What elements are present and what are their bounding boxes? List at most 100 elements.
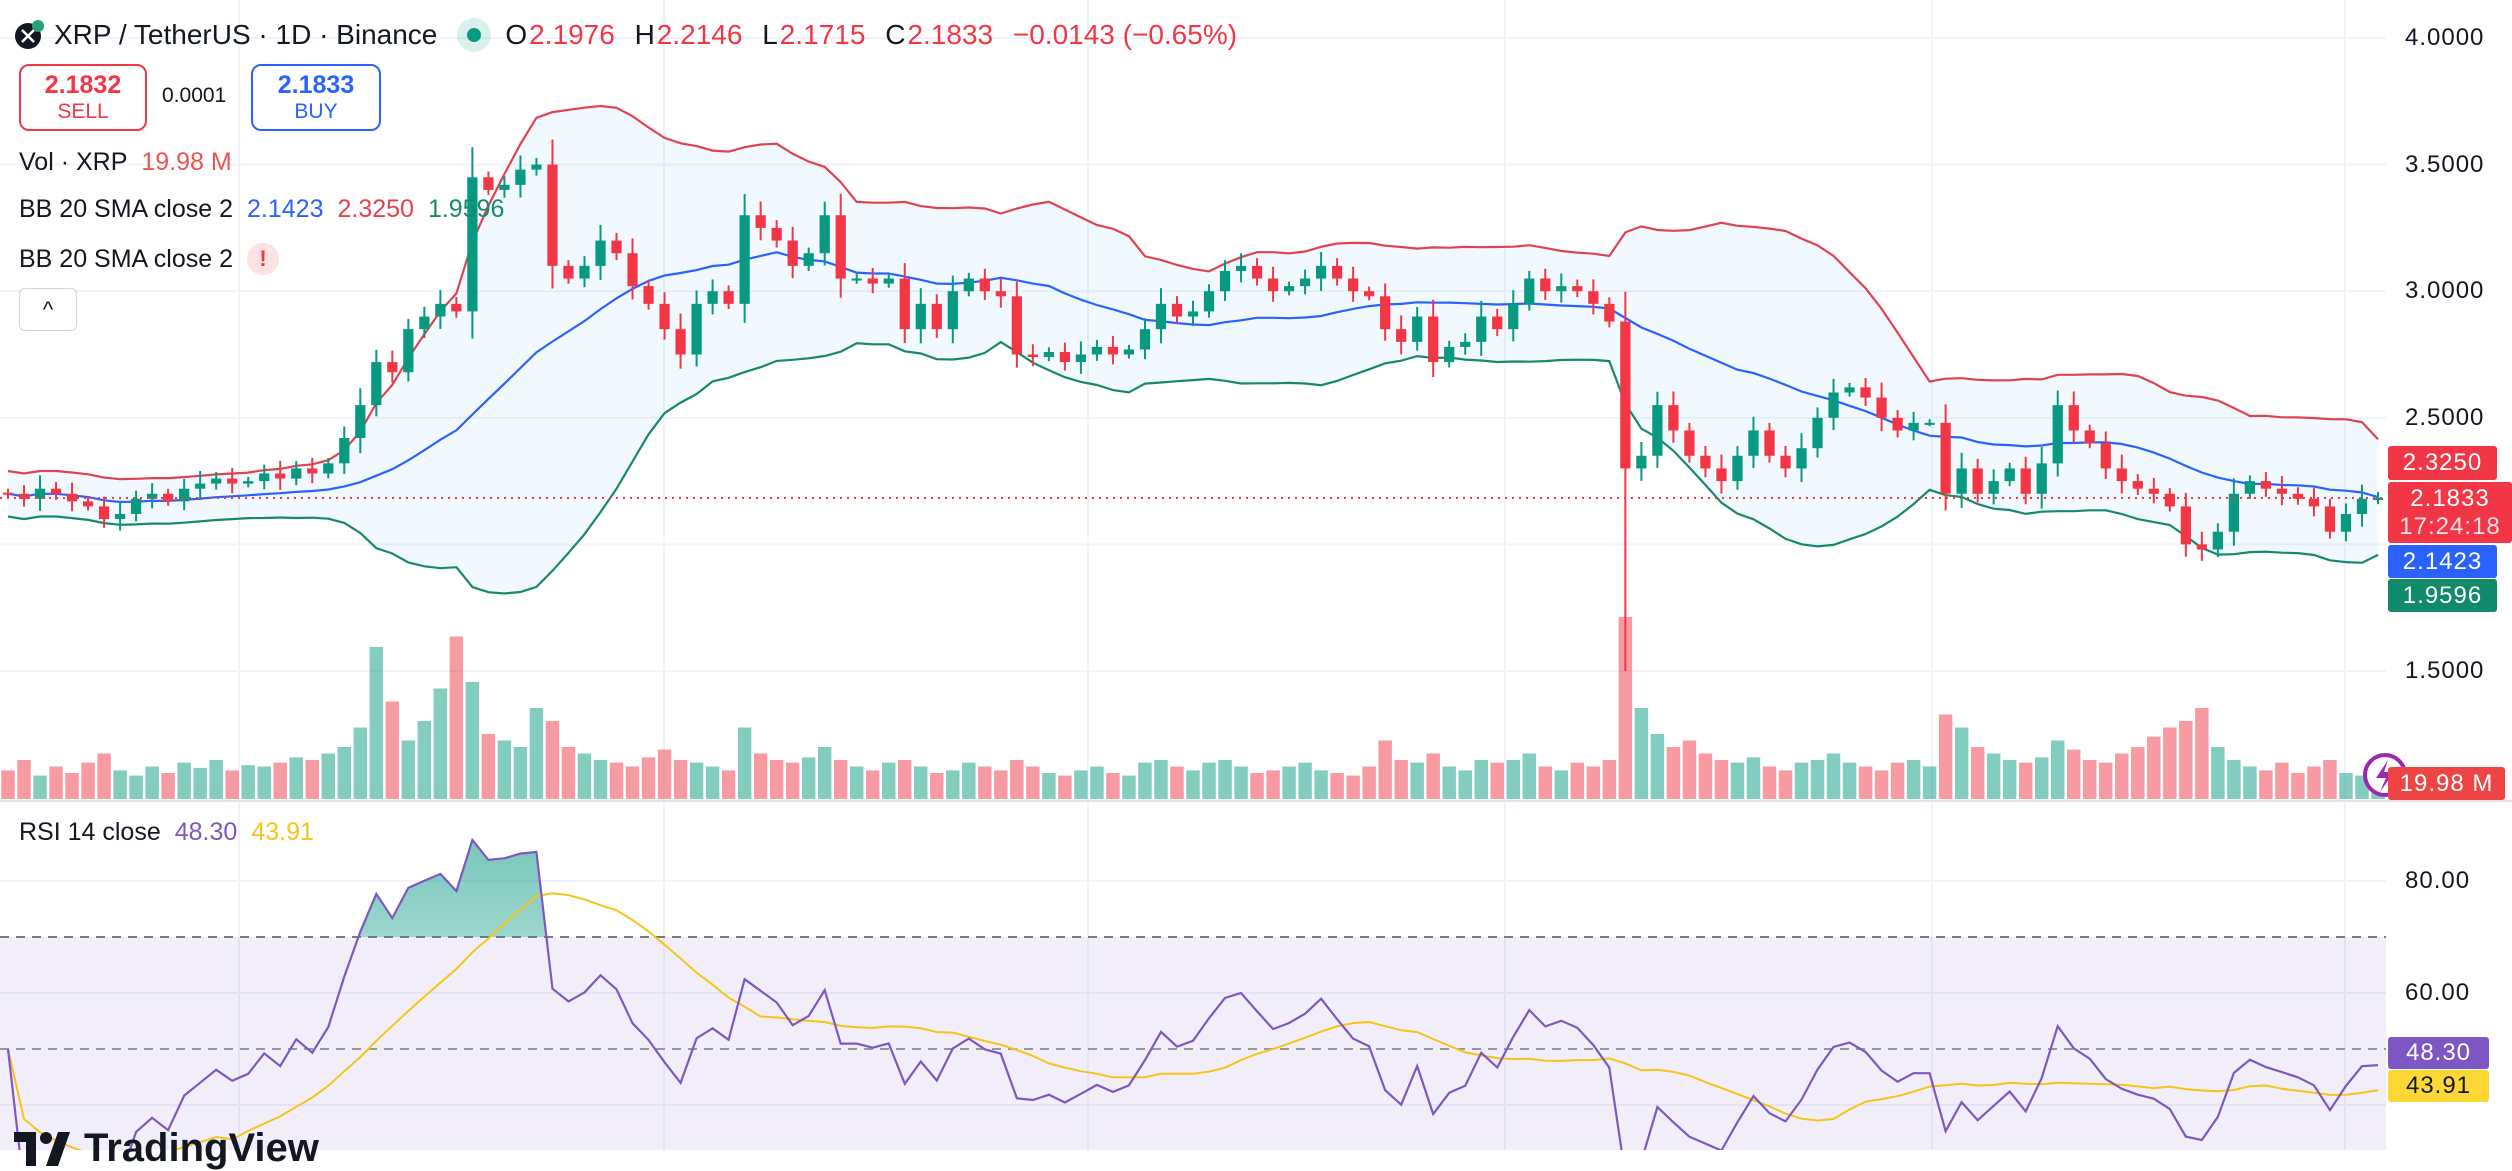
candle-body [243, 481, 254, 484]
candle-body [531, 164, 542, 170]
volume-bar [481, 734, 496, 799]
volume-bar [898, 760, 912, 799]
bollinger-band-area [8, 106, 2378, 594]
bb-legend-2[interactable]: BB 20 SMA close 2 ! [19, 243, 280, 275]
volume-bar [946, 770, 960, 799]
high-label: H [634, 19, 655, 50]
candle-body [211, 478, 222, 484]
volume-bar [1506, 760, 1520, 799]
candle-body [1748, 430, 1759, 456]
volume-bar [1426, 753, 1440, 799]
rsi-band-background [0, 937, 2386, 1150]
volume-bar [1010, 760, 1024, 799]
candles [2, 139, 2384, 671]
bb-upper-line [7, 104, 2379, 481]
candle-body [1684, 430, 1695, 456]
candle-body [82, 501, 94, 507]
candle-body [1155, 303, 1167, 330]
tradingview-logo[interactable]: TradingView [14, 1126, 319, 1171]
candle-body [563, 265, 574, 279]
candle-body [659, 303, 670, 330]
volume-bar [1666, 747, 1681, 799]
candle-body [643, 286, 654, 304]
collapse-legend-button[interactable]: ^ [19, 288, 77, 331]
candle-body [1476, 316, 1487, 342]
close-label: C [885, 19, 906, 50]
volume-bar [1474, 760, 1488, 799]
candle-body [195, 483, 206, 489]
open-value: 2.1976 [529, 19, 615, 50]
volume-bar [1410, 762, 1424, 799]
candle-body [1844, 387, 1855, 393]
candle-body [1283, 286, 1295, 292]
candle-body [1492, 316, 1503, 330]
volume-bar [1442, 766, 1456, 799]
rsi-legend[interactable]: RSI 14 close 48.30 43.91 [19, 818, 314, 847]
candle-body [1908, 422, 1919, 431]
candle-body [2276, 488, 2288, 494]
candle-body [803, 253, 814, 266]
volume-bar [209, 760, 223, 799]
volume-bar [2339, 773, 2353, 799]
symbol-header: XRP / TetherUS · 1D · Binance O2.1976 H2… [14, 14, 1239, 56]
volume-bar [145, 766, 159, 799]
volume-bar [1458, 770, 1472, 799]
candle-body [675, 329, 686, 355]
volume-bar [417, 721, 432, 799]
candle-body [1219, 270, 1231, 292]
volume-bar [801, 757, 816, 799]
candle-body [34, 488, 46, 499]
candle-body [1348, 278, 1359, 292]
volume-bar [785, 762, 800, 799]
volume-bar [1826, 753, 1841, 799]
volume-bar [2002, 760, 2017, 799]
candle-body [114, 514, 126, 520]
candle-body [1107, 346, 1119, 355]
volume-bar [2099, 762, 2113, 799]
volume-bar [1, 770, 15, 799]
bb-legend-1[interactable]: BB 20 SMA close 2 2.1423 2.3250 1.9596 [19, 195, 504, 224]
candle-body [2036, 463, 2047, 494]
volume-bar [1954, 727, 1969, 799]
volume-bar [305, 760, 319, 799]
volume-bar [2115, 753, 2129, 799]
volume-bar [1602, 760, 1617, 799]
volume-bar [1746, 757, 1761, 799]
volume-bar [1714, 760, 1729, 799]
volume-bar [2211, 747, 2225, 799]
candle-body [627, 253, 638, 287]
volume-bar [33, 775, 47, 799]
volume-bar [1698, 753, 1713, 799]
candle-body [947, 291, 958, 330]
candle-body [595, 240, 606, 266]
volume-bar [401, 740, 416, 799]
candle-body [483, 177, 494, 190]
volume-bar [930, 773, 944, 799]
candle-body [1171, 303, 1183, 317]
candle-body [2372, 497, 2384, 500]
volume-bar [577, 753, 592, 799]
volume-bar [2018, 762, 2033, 799]
candle-body [2052, 405, 2063, 464]
warning-icon[interactable]: ! [247, 243, 280, 275]
buy-button[interactable]: 2.1833 BUY [251, 64, 381, 131]
volume-legend[interactable]: Vol · XRP 19.98 M [19, 148, 232, 177]
volume-bar [1314, 770, 1328, 799]
sell-button[interactable]: 2.1832 SELL [19, 64, 147, 131]
candle-body [867, 278, 878, 284]
xrp-logo-icon [15, 20, 44, 49]
candle-body [371, 362, 382, 406]
candle-body [819, 215, 830, 254]
volume-bar [833, 760, 848, 799]
candle-body [1267, 278, 1279, 292]
symbol-title[interactable]: XRP / TetherUS · 1D · Binance [54, 19, 438, 50]
candle-body [1299, 278, 1311, 287]
volume-bar [657, 749, 672, 799]
candle-body [18, 493, 30, 499]
volume-bar [1362, 766, 1376, 799]
volume-bar [369, 646, 384, 799]
volume-bar [449, 636, 464, 799]
candle-body [835, 215, 846, 279]
candle-body [1251, 265, 1263, 279]
